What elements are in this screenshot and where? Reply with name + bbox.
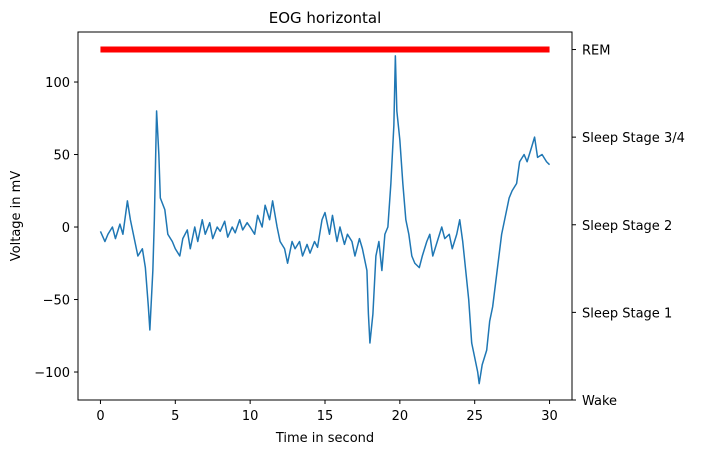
y-tick-label: 50 [53,149,70,164]
x-tick-label: 20 [392,409,409,424]
x-tick-label: 25 [466,409,483,424]
y2-tick-label: REM [582,44,610,59]
y-axis-label: Voltage in mV [9,171,24,262]
y2-tick-label: Sleep Stage 2 [582,219,672,234]
x-axis-label: Time in second [275,431,374,446]
x-tick-label: 30 [541,409,558,424]
y-tick-label: 0 [62,221,70,236]
y-tick-label: 100 [45,76,70,91]
data-line [99,55,551,385]
x-tick-label: 10 [242,409,259,424]
chart-title: EOG horizontal [269,9,382,27]
y2-tick-label: Wake [582,394,617,409]
x-tick-label: 15 [317,409,334,424]
y2-tick-label: Sleep Stage 1 [582,306,672,321]
x-tick-label: 5 [171,409,179,424]
y-tick-label: −100 [34,366,70,381]
y-tick-label: −50 [43,294,70,309]
x-tick-label: 0 [96,409,104,424]
y2-tick-label: Sleep Stage 3/4 [582,131,685,146]
